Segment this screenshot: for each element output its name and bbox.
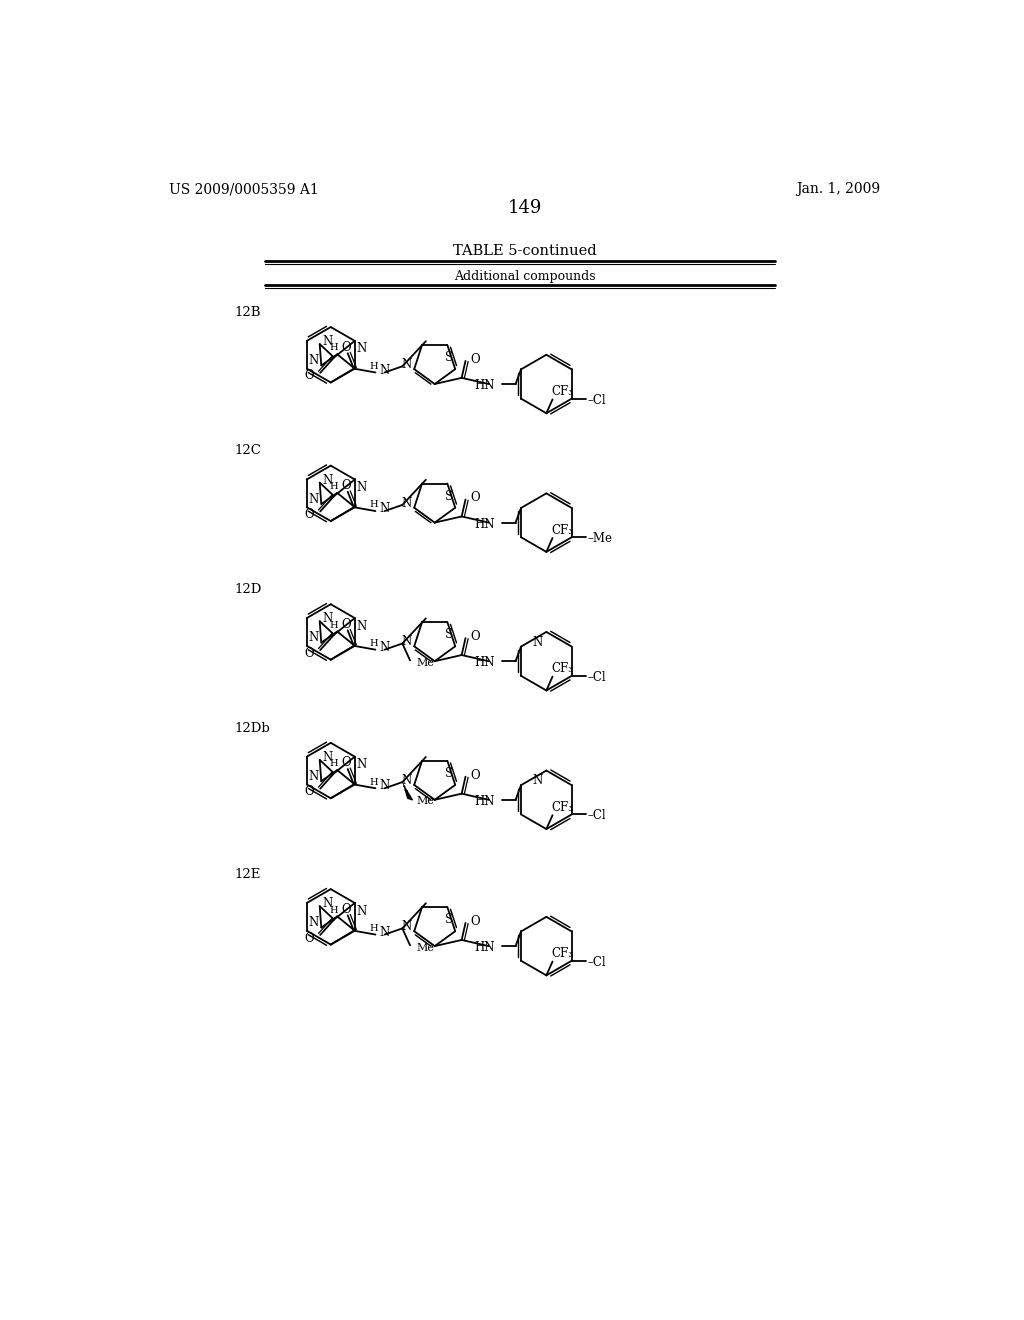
Text: O: O (470, 630, 480, 643)
Text: 149: 149 (508, 199, 542, 218)
Text: US 2009/0005359 A1: US 2009/0005359 A1 (169, 182, 318, 197)
Text: N: N (401, 920, 412, 933)
Text: S: S (444, 490, 453, 503)
Text: CF₃: CF₃ (551, 948, 573, 961)
Text: S: S (444, 628, 453, 642)
Text: HN: HN (475, 656, 496, 669)
Text: –Cl: –Cl (587, 393, 606, 407)
Text: N: N (401, 635, 412, 648)
Text: CF₃: CF₃ (551, 663, 573, 676)
Text: N: N (379, 925, 389, 939)
Text: Jan. 1, 2009: Jan. 1, 2009 (797, 182, 881, 197)
Text: H: H (370, 777, 378, 787)
Text: Additional compounds: Additional compounds (454, 269, 596, 282)
Text: –Cl: –Cl (587, 671, 606, 684)
Text: H: H (370, 924, 378, 933)
Text: Me: Me (416, 657, 434, 668)
Text: N: N (308, 916, 318, 929)
Text: O: O (470, 768, 480, 781)
Text: O: O (304, 508, 314, 521)
Text: O: O (304, 932, 314, 945)
Text: O: O (470, 491, 480, 504)
Text: N: N (401, 496, 412, 510)
Text: –Cl: –Cl (587, 956, 606, 969)
Text: –Me: –Me (587, 532, 612, 545)
Text: H: H (329, 343, 338, 352)
Text: N: N (532, 636, 543, 649)
Text: S: S (444, 351, 453, 364)
Text: O: O (470, 352, 480, 366)
Text: 12Db: 12Db (234, 722, 270, 735)
Text: CF₃: CF₃ (551, 524, 573, 537)
Polygon shape (402, 781, 413, 800)
Text: O: O (470, 915, 480, 928)
Text: N: N (323, 898, 333, 911)
Text: O: O (304, 785, 314, 799)
Text: Me: Me (416, 796, 434, 807)
Text: N: N (356, 480, 367, 494)
Text: N: N (308, 354, 318, 367)
Text: O: O (341, 756, 351, 770)
Text: H: H (329, 759, 338, 768)
Text: HN: HN (475, 517, 496, 531)
Text: N: N (379, 640, 389, 653)
Text: N: N (308, 631, 318, 644)
Text: –Cl: –Cl (587, 809, 606, 822)
Text: N: N (532, 775, 543, 788)
Text: O: O (304, 370, 314, 383)
Text: N: N (323, 335, 333, 348)
Text: H: H (329, 906, 338, 915)
Text: N: N (323, 751, 333, 764)
Text: 12D: 12D (234, 583, 262, 597)
Text: N: N (356, 904, 367, 917)
Text: N: N (379, 502, 389, 515)
Text: S: S (444, 767, 453, 780)
Text: N: N (323, 474, 333, 487)
Text: 12E: 12E (234, 869, 261, 880)
Text: H: H (329, 482, 338, 491)
Text: Me: Me (416, 942, 434, 953)
Text: N: N (308, 492, 318, 506)
Text: O: O (341, 903, 351, 916)
Text: H: H (370, 362, 378, 371)
Text: HN: HN (475, 795, 496, 808)
Text: H: H (370, 500, 378, 510)
Text: N: N (401, 774, 412, 787)
Text: HN: HN (475, 941, 496, 954)
Text: N: N (356, 619, 367, 632)
Text: CF₃: CF₃ (551, 385, 573, 399)
Text: N: N (379, 779, 389, 792)
Text: N: N (323, 612, 333, 626)
Text: S: S (444, 913, 453, 927)
Text: H: H (329, 620, 338, 630)
Text: O: O (341, 479, 351, 492)
Text: N: N (356, 758, 367, 771)
Text: H: H (370, 639, 378, 648)
Text: CF₃: CF₃ (551, 801, 573, 814)
Text: 12C: 12C (234, 445, 261, 458)
Text: N: N (308, 770, 318, 783)
Text: O: O (341, 341, 351, 354)
Text: N: N (356, 342, 367, 355)
Text: O: O (304, 647, 314, 660)
Text: N: N (379, 363, 389, 376)
Text: HN: HN (475, 379, 496, 392)
Text: O: O (341, 618, 351, 631)
Text: 12B: 12B (234, 306, 261, 319)
Text: N: N (401, 358, 412, 371)
Text: TABLE 5-continued: TABLE 5-continued (453, 244, 597, 257)
